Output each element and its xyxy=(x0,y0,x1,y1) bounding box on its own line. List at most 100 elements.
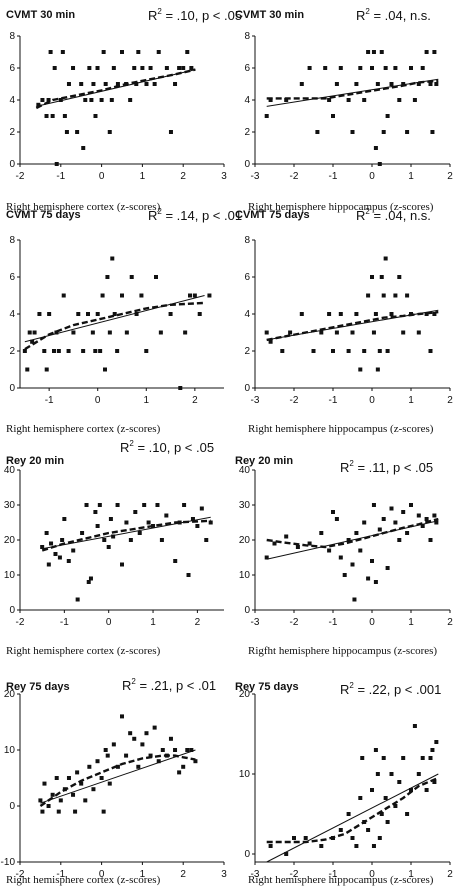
data-point xyxy=(264,114,269,118)
x-tick-label: 0 xyxy=(369,869,375,880)
x-tick-label: -2 xyxy=(290,617,299,628)
stat-sup: 2 xyxy=(349,459,354,468)
data-point xyxy=(62,114,67,118)
data-point xyxy=(95,759,100,764)
data-point xyxy=(137,531,142,535)
data-point xyxy=(409,788,413,792)
data-point xyxy=(338,555,343,560)
stat-label: R2 = .22, p < .001 xyxy=(340,681,441,697)
y-tick-label: 20 xyxy=(4,689,16,700)
x-tick-label: 2 xyxy=(447,869,453,880)
y-tick-label: 8 xyxy=(9,31,15,42)
data-point xyxy=(49,541,54,546)
data-point xyxy=(434,520,439,525)
data-point xyxy=(76,312,81,316)
data-point xyxy=(109,98,114,102)
data-point xyxy=(354,312,359,316)
data-point xyxy=(352,597,357,602)
x-tick-label: 1 xyxy=(140,171,146,182)
stat-sup: 2 xyxy=(365,207,370,216)
y-tick-label: 0 xyxy=(244,605,250,616)
data-point xyxy=(80,531,85,535)
y-tick-label: 0 xyxy=(9,605,15,616)
stat-r: R xyxy=(148,208,157,223)
data-point xyxy=(375,367,380,372)
data-point xyxy=(152,725,157,730)
data-point xyxy=(379,275,384,279)
data-point xyxy=(101,50,106,54)
y-tick-label: 2 xyxy=(244,346,250,357)
data-point xyxy=(103,748,108,752)
data-point xyxy=(350,562,355,567)
data-point xyxy=(401,756,406,760)
data-point xyxy=(420,66,425,70)
loess-line xyxy=(39,754,196,807)
data-point xyxy=(416,330,421,335)
data-point xyxy=(32,330,37,335)
data-point xyxy=(156,759,161,764)
data-point xyxy=(197,312,202,316)
data-point xyxy=(331,510,335,514)
data-point xyxy=(401,82,406,86)
data-point xyxy=(132,66,137,70)
data-point xyxy=(52,66,57,70)
data-point xyxy=(120,293,124,298)
data-point xyxy=(71,330,76,335)
data-point xyxy=(319,844,324,848)
loess-line xyxy=(266,310,439,342)
y-tick-label: 2 xyxy=(244,127,250,138)
data-point xyxy=(346,812,351,816)
data-point xyxy=(432,50,437,54)
y-tick-label: 20 xyxy=(239,535,251,546)
data-point xyxy=(83,98,88,102)
data-point xyxy=(56,349,61,353)
data-point xyxy=(160,748,165,752)
x-tick-label: 2 xyxy=(447,171,453,182)
data-point xyxy=(186,573,191,577)
x-tick-label: -2 xyxy=(16,171,25,182)
data-point xyxy=(185,50,190,54)
data-point xyxy=(103,82,108,86)
data-point xyxy=(64,130,69,134)
y-tick-label: 0 xyxy=(244,849,250,860)
data-point xyxy=(434,740,439,744)
panel-label: Rey 20 min xyxy=(235,455,293,467)
data-point xyxy=(134,82,139,86)
stat-value: = .22, p < .001 xyxy=(354,682,441,697)
data-point xyxy=(128,538,133,542)
data-point xyxy=(383,66,388,70)
data-point xyxy=(42,781,47,786)
data-point xyxy=(71,792,76,797)
data-point xyxy=(115,82,120,86)
x-tick-label: 2 xyxy=(180,171,186,182)
data-point xyxy=(190,517,195,521)
data-point xyxy=(268,339,273,344)
data-point xyxy=(105,275,110,279)
y-tick-label: 10 xyxy=(239,570,251,581)
data-point xyxy=(373,748,378,752)
data-point xyxy=(133,510,138,514)
data-point xyxy=(430,130,435,134)
data-point xyxy=(366,50,371,54)
x-tick-label: -1 xyxy=(60,617,69,628)
panel-label: CVMT 75 days xyxy=(235,209,310,221)
data-point xyxy=(111,534,116,539)
data-point xyxy=(152,82,157,86)
data-point xyxy=(389,312,394,316)
x-tick-label: -2 xyxy=(290,395,299,406)
data-point xyxy=(381,130,386,134)
fit-line xyxy=(24,295,205,343)
data-point xyxy=(177,770,182,775)
data-point xyxy=(389,506,394,511)
data-point xyxy=(416,513,421,518)
data-point xyxy=(323,66,328,70)
stat-value: = .04, n.s. xyxy=(370,8,431,23)
panel-label: Rey 20 min xyxy=(6,455,64,467)
data-point xyxy=(299,82,304,86)
data-point xyxy=(393,66,398,70)
data-point xyxy=(284,852,289,856)
